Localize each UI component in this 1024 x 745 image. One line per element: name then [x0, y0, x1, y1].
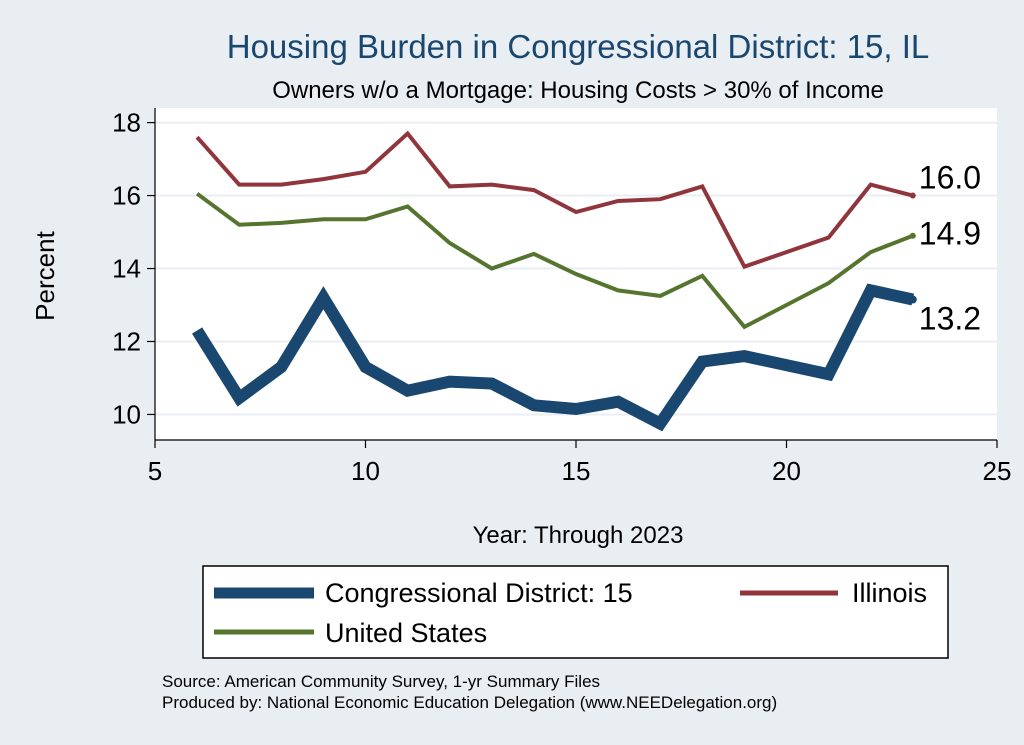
source-note: Source: American Community Survey, 1-yr … — [162, 672, 600, 691]
series-end-point-district — [908, 295, 917, 304]
legend-label-illinois: Illinois — [852, 578, 927, 608]
x-axis-ticks: 5 10 15 20 25 — [148, 440, 1012, 486]
y-tick-label-18: 18 — [112, 108, 141, 138]
y-axis-label: Percent — [30, 230, 60, 320]
x-tick-label-5: 5 — [148, 456, 162, 486]
series-lines — [192, 130, 917, 432]
legend-label-district: Congressional District: 15 — [325, 578, 633, 608]
y-tick-label-14: 14 — [112, 254, 141, 284]
end-label-us: 14.9 — [919, 216, 981, 252]
end-value-labels: 13.2 16.0 14.9 — [919, 160, 981, 337]
y-tick-label-12: 12 — [112, 326, 141, 356]
legend: Congressional District: 15 Illinois Unit… — [202, 565, 949, 659]
legend-box — [202, 565, 949, 659]
y-tick-label-16: 16 — [112, 181, 141, 211]
x-tick-label-10: 10 — [351, 456, 380, 486]
producer-note: Produced by: National Economic Education… — [162, 693, 777, 712]
chart-subtitle: Owners w/o a Mortgage: Housing Costs > 3… — [272, 77, 884, 104]
series-line-illinois — [195, 130, 914, 270]
series-end-point-us — [909, 232, 916, 239]
x-tick-label-15: 15 — [562, 456, 591, 486]
y-tick-label-10: 10 — [112, 399, 141, 429]
series-end-point-illinois — [909, 192, 916, 199]
chart-title: Housing Burden in Congressional District… — [227, 28, 930, 65]
series-line-district — [192, 283, 915, 432]
y-axis-ticks: 10 12 14 16 18 — [112, 108, 155, 429]
legend-label-us: United States — [325, 618, 487, 648]
end-label-illinois: 16.0 — [919, 160, 981, 196]
x-tick-label-25: 25 — [983, 456, 1012, 486]
x-tick-label-20: 20 — [772, 456, 801, 486]
x-axis-label: Year: Through 2023 — [473, 522, 684, 549]
end-label-district: 13.2 — [919, 301, 981, 337]
series-line-us — [195, 192, 914, 330]
